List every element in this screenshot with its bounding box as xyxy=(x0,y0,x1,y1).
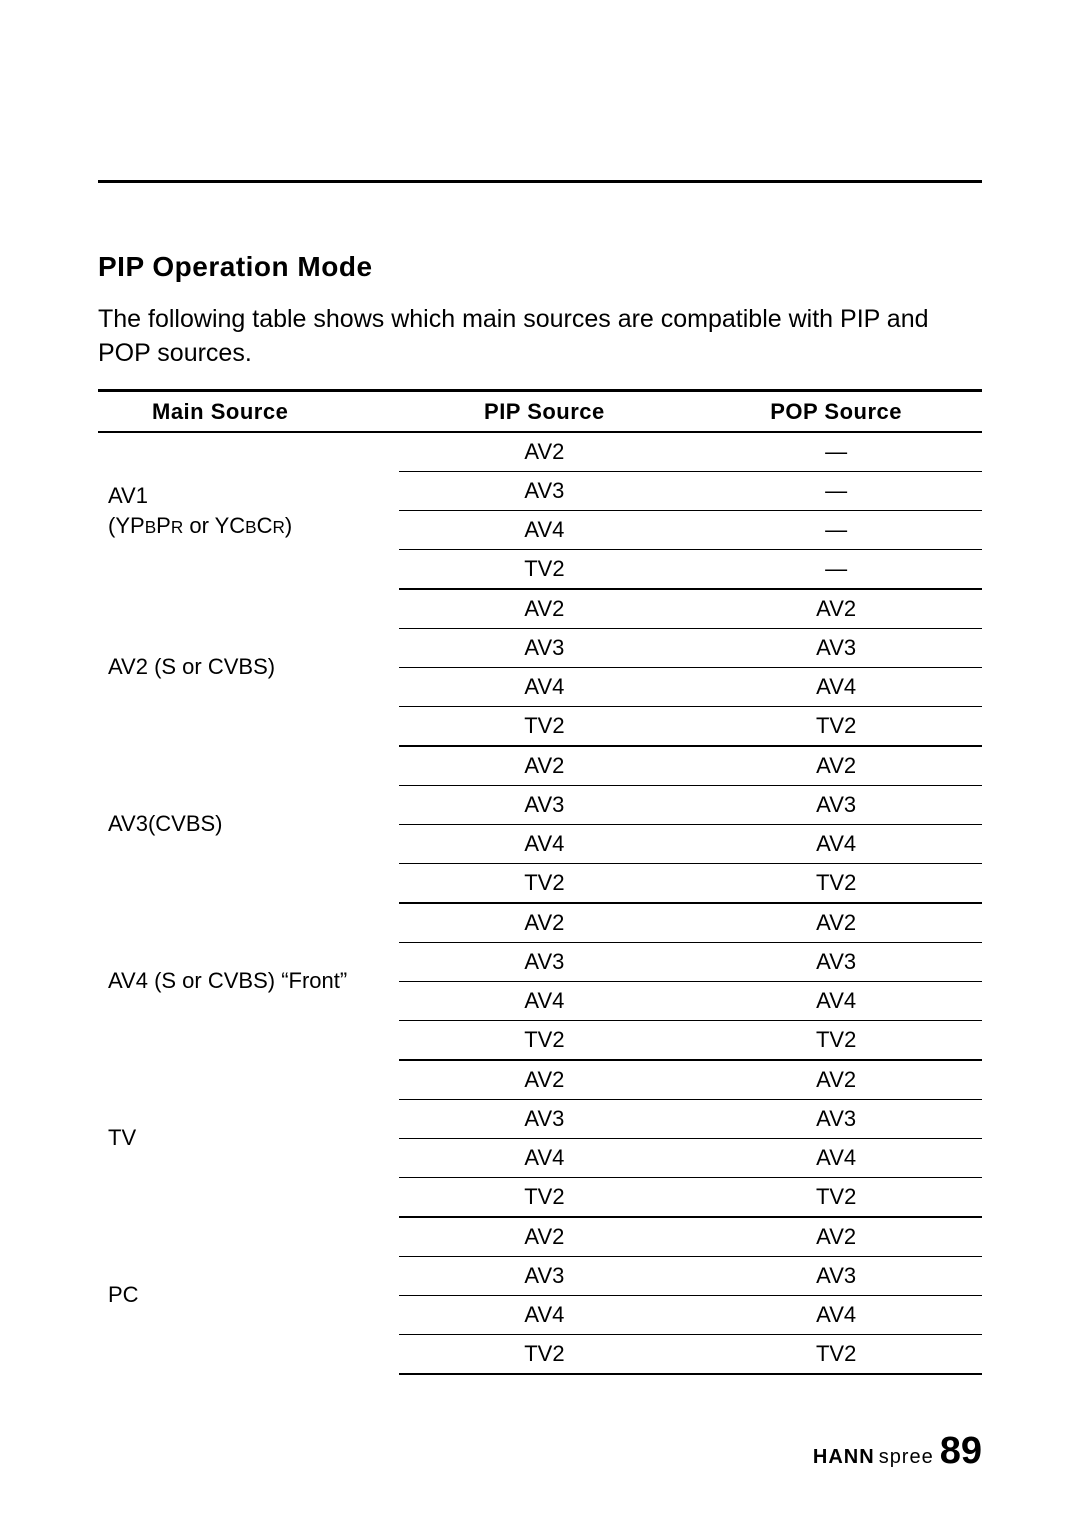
section-title: PIP Operation Mode xyxy=(98,251,982,283)
main-source-cell: AV3(CVBS) xyxy=(98,746,399,903)
pip-source-cell: AV3 xyxy=(399,1256,691,1295)
pip-source-cell: AV2 xyxy=(399,1217,691,1257)
pop-source-cell: — xyxy=(690,432,982,472)
table-row: AV2 (S or CVBS)AV2AV2 xyxy=(98,589,982,629)
pip-source-cell: TV2 xyxy=(399,1334,691,1374)
header-main-source: Main Source xyxy=(98,390,399,432)
table-row: AV3(CVBS)AV2AV2 xyxy=(98,746,982,786)
top-horizontal-rule xyxy=(98,180,982,183)
pip-source-cell: AV4 xyxy=(399,1138,691,1177)
header-pop-source: POP Source xyxy=(690,390,982,432)
pip-source-cell: AV4 xyxy=(399,981,691,1020)
pip-source-cell: AV4 xyxy=(399,667,691,706)
page-number: 89 xyxy=(940,1430,982,1473)
pip-source-cell: AV2 xyxy=(399,746,691,786)
compatibility-table: Main Source PIP Source POP Source AV1(YP… xyxy=(98,389,982,1375)
pop-source-cell: TV2 xyxy=(690,1334,982,1374)
header-pip-source: PIP Source xyxy=(399,390,691,432)
pip-source-cell: AV2 xyxy=(399,589,691,629)
pip-source-cell: AV2 xyxy=(399,1060,691,1100)
table-row: PCAV2AV2 xyxy=(98,1217,982,1257)
table-row: TVAV2AV2 xyxy=(98,1060,982,1100)
pop-source-cell: AV4 xyxy=(690,1138,982,1177)
page-footer: HANNspree 89 xyxy=(813,1430,982,1473)
pop-source-cell: AV2 xyxy=(690,1060,982,1100)
pop-source-cell: AV3 xyxy=(690,942,982,981)
pop-source-cell: AV2 xyxy=(690,746,982,786)
pop-source-cell: TV2 xyxy=(690,863,982,903)
pip-source-cell: AV3 xyxy=(399,1099,691,1138)
pip-source-cell: AV4 xyxy=(399,510,691,549)
pip-source-cell: AV3 xyxy=(399,471,691,510)
pip-source-cell: AV4 xyxy=(399,824,691,863)
brand-name-bold: HANN xyxy=(813,1446,875,1469)
pip-source-cell: AV3 xyxy=(399,628,691,667)
pip-source-cell: AV4 xyxy=(399,1295,691,1334)
table-header-row: Main Source PIP Source POP Source xyxy=(98,390,982,432)
table-row: AV4 (S or CVBS) “Front”AV2AV2 xyxy=(98,903,982,943)
pip-source-cell: AV3 xyxy=(399,785,691,824)
pip-source-cell: TV2 xyxy=(399,549,691,589)
pop-source-cell: TV2 xyxy=(690,1177,982,1217)
pip-source-cell: TV2 xyxy=(399,1020,691,1060)
pop-source-cell: AV2 xyxy=(690,1217,982,1257)
pop-source-cell: AV2 xyxy=(690,903,982,943)
pop-source-cell: AV3 xyxy=(690,785,982,824)
pop-source-cell: — xyxy=(690,471,982,510)
main-source-cell: PC xyxy=(98,1217,399,1374)
pop-source-cell: AV3 xyxy=(690,1099,982,1138)
pop-source-cell: TV2 xyxy=(690,706,982,746)
main-source-cell: TV xyxy=(98,1060,399,1217)
pop-source-cell: AV4 xyxy=(690,824,982,863)
pop-source-cell: AV4 xyxy=(690,981,982,1020)
pop-source-cell: — xyxy=(690,510,982,549)
pip-source-cell: AV2 xyxy=(399,903,691,943)
pop-source-cell: TV2 xyxy=(690,1020,982,1060)
intro-paragraph: The following table shows which main sou… xyxy=(98,303,982,371)
table-body: AV1(YPBPR or YCBCR)AV2—AV3—AV4—TV2—AV2 (… xyxy=(98,432,982,1374)
pip-source-cell: AV3 xyxy=(399,942,691,981)
main-source-cell: AV1(YPBPR or YCBCR) xyxy=(98,432,399,589)
pip-source-cell: TV2 xyxy=(399,863,691,903)
pip-source-cell: TV2 xyxy=(399,1177,691,1217)
document-page: PIP Operation Mode The following table s… xyxy=(0,0,1080,1375)
pip-source-cell: TV2 xyxy=(399,706,691,746)
pop-source-cell: — xyxy=(690,549,982,589)
brand-name-light: spree xyxy=(879,1446,934,1469)
main-source-cell: AV4 (S or CVBS) “Front” xyxy=(98,903,399,1060)
pop-source-cell: AV2 xyxy=(690,589,982,629)
pop-source-cell: AV3 xyxy=(690,628,982,667)
pop-source-cell: AV4 xyxy=(690,667,982,706)
table-row: AV1(YPBPR or YCBCR)AV2— xyxy=(98,432,982,472)
pip-source-cell: AV2 xyxy=(399,432,691,472)
main-source-cell: AV2 (S or CVBS) xyxy=(98,589,399,746)
pop-source-cell: AV4 xyxy=(690,1295,982,1334)
pop-source-cell: AV3 xyxy=(690,1256,982,1295)
